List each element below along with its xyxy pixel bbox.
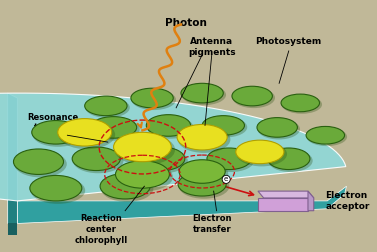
Ellipse shape	[180, 161, 228, 186]
Ellipse shape	[181, 83, 223, 103]
Ellipse shape	[14, 151, 67, 177]
Ellipse shape	[307, 128, 347, 146]
Ellipse shape	[139, 147, 185, 171]
Text: Electron
transfer: Electron transfer	[192, 214, 231, 234]
Ellipse shape	[202, 116, 244, 135]
Text: e: e	[224, 176, 228, 182]
Ellipse shape	[179, 160, 225, 183]
Ellipse shape	[236, 142, 287, 166]
Ellipse shape	[30, 175, 82, 201]
Ellipse shape	[233, 87, 275, 108]
Ellipse shape	[306, 127, 345, 144]
Ellipse shape	[32, 122, 83, 147]
Polygon shape	[258, 191, 314, 198]
Ellipse shape	[32, 120, 80, 144]
Ellipse shape	[257, 118, 297, 137]
Text: Resonance
transfer: Resonance transfer	[27, 113, 78, 132]
Ellipse shape	[90, 117, 137, 138]
Ellipse shape	[282, 95, 322, 114]
Ellipse shape	[115, 134, 175, 165]
Text: Photon: Photon	[165, 18, 207, 28]
Polygon shape	[8, 224, 17, 235]
Ellipse shape	[91, 118, 139, 141]
Ellipse shape	[268, 148, 310, 170]
Polygon shape	[17, 186, 346, 224]
Ellipse shape	[85, 96, 127, 116]
Ellipse shape	[116, 163, 173, 191]
Ellipse shape	[178, 172, 226, 196]
Ellipse shape	[268, 149, 313, 172]
Text: Photosystem: Photosystem	[256, 37, 322, 46]
Ellipse shape	[207, 148, 251, 170]
Ellipse shape	[115, 161, 169, 188]
Ellipse shape	[14, 149, 63, 174]
Polygon shape	[308, 191, 314, 211]
Ellipse shape	[146, 115, 190, 136]
Ellipse shape	[179, 174, 229, 199]
Ellipse shape	[113, 132, 171, 162]
Ellipse shape	[85, 97, 130, 118]
Ellipse shape	[31, 177, 85, 204]
Ellipse shape	[73, 148, 123, 173]
Ellipse shape	[281, 94, 320, 112]
Ellipse shape	[101, 175, 153, 202]
Ellipse shape	[132, 89, 176, 110]
Ellipse shape	[147, 116, 193, 139]
Ellipse shape	[58, 119, 112, 146]
Ellipse shape	[72, 147, 120, 171]
Text: Reaction
center
chlorophyll: Reaction center chlorophyll	[74, 214, 128, 245]
Ellipse shape	[177, 124, 227, 150]
Ellipse shape	[100, 173, 150, 199]
Ellipse shape	[257, 119, 300, 139]
Text: Antenna
pigments: Antenna pigments	[188, 37, 236, 57]
Ellipse shape	[178, 126, 230, 153]
Ellipse shape	[182, 85, 226, 105]
Ellipse shape	[58, 120, 115, 149]
Ellipse shape	[208, 149, 254, 172]
Ellipse shape	[139, 148, 188, 173]
Ellipse shape	[236, 140, 284, 164]
Polygon shape	[258, 198, 308, 211]
Ellipse shape	[131, 88, 173, 108]
Polygon shape	[8, 93, 17, 224]
Text: Electron
acceptor: Electron acceptor	[325, 191, 370, 211]
Polygon shape	[0, 93, 346, 201]
Ellipse shape	[232, 86, 272, 106]
Ellipse shape	[203, 117, 247, 138]
